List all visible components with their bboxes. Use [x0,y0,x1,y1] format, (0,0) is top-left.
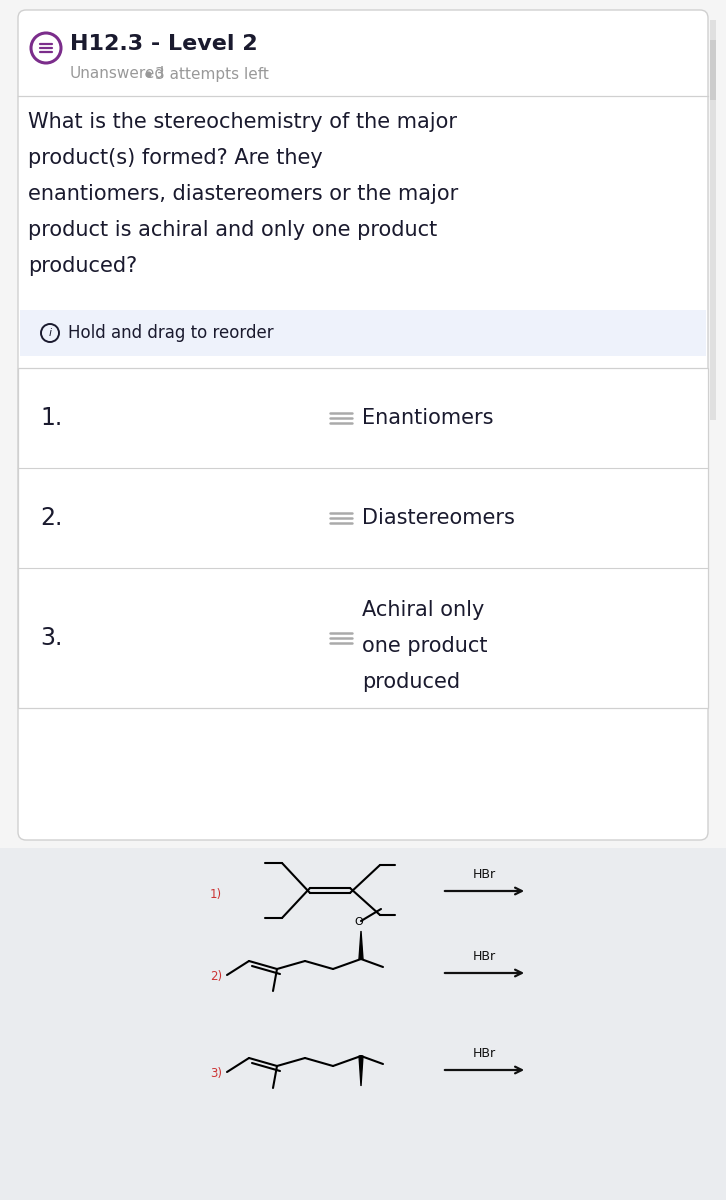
Text: product is achiral and only one product: product is achiral and only one product [28,220,437,240]
Bar [710,20,716,420]
Text: Unanswered: Unanswered [70,66,165,82]
Text: HBr: HBr [473,950,496,962]
Text: Diastereomers: Diastereomers [362,508,515,528]
Text: one product: one product [362,636,487,656]
Text: 3): 3) [210,1067,222,1080]
Bar [18,368,708,708]
Polygon shape [359,1056,363,1086]
Text: product(s) formed? Are they: product(s) formed? Are they [28,148,323,168]
FancyBboxPatch shape [18,10,708,840]
Text: H12.3 - Level 2: H12.3 - Level 2 [70,34,258,54]
Text: Achiral only: Achiral only [362,600,484,620]
Text: O: O [354,917,364,926]
Text: Enantiomers: Enantiomers [362,408,494,428]
Text: 2.: 2. [40,506,62,530]
Text: 2): 2) [210,970,222,983]
Text: i: i [49,328,52,338]
Text: Hold and drag to reorder: Hold and drag to reorder [68,324,274,342]
Text: produced?: produced? [28,256,137,276]
Text: What is the stereochemistry of the major: What is the stereochemistry of the major [28,112,457,132]
Text: 3.: 3. [40,626,62,650]
Text: enantiomers, diastereomers or the major: enantiomers, diastereomers or the major [28,184,458,204]
Text: HBr: HBr [473,1046,496,1060]
Text: 1.: 1. [40,406,62,430]
Bar [0,848,726,1200]
Text: produced: produced [362,672,460,692]
Polygon shape [359,931,363,959]
Bar [20,310,706,356]
Bar [710,40,716,100]
Text: 1): 1) [210,888,222,901]
Text: 3 attempts left: 3 attempts left [155,66,269,82]
Text: HBr: HBr [473,868,496,881]
